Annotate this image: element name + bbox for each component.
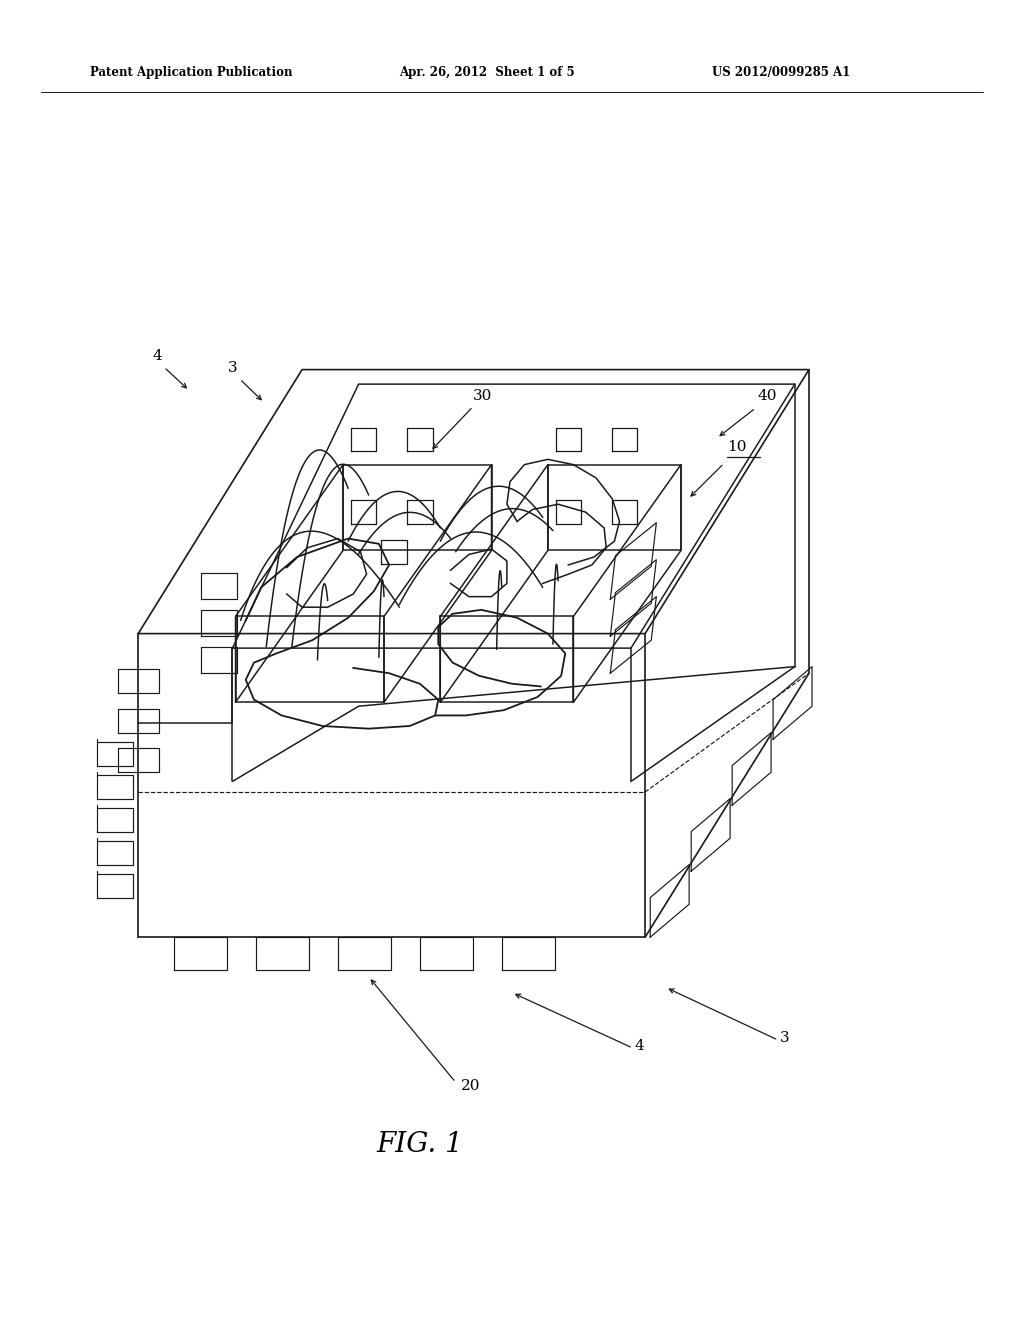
- Text: FIG. 1: FIG. 1: [377, 1131, 463, 1158]
- Text: 4: 4: [152, 348, 162, 363]
- Text: Patent Application Publication: Patent Application Publication: [90, 66, 293, 79]
- Text: 20: 20: [461, 1078, 481, 1093]
- Text: 10: 10: [727, 440, 746, 454]
- Text: 3: 3: [228, 360, 238, 375]
- Text: 40: 40: [758, 388, 777, 403]
- Text: 30: 30: [473, 388, 493, 403]
- Text: Apr. 26, 2012  Sheet 1 of 5: Apr. 26, 2012 Sheet 1 of 5: [399, 66, 575, 79]
- Text: 3: 3: [780, 1031, 790, 1045]
- Text: 4: 4: [635, 1039, 645, 1053]
- Text: US 2012/0099285 A1: US 2012/0099285 A1: [712, 66, 850, 79]
